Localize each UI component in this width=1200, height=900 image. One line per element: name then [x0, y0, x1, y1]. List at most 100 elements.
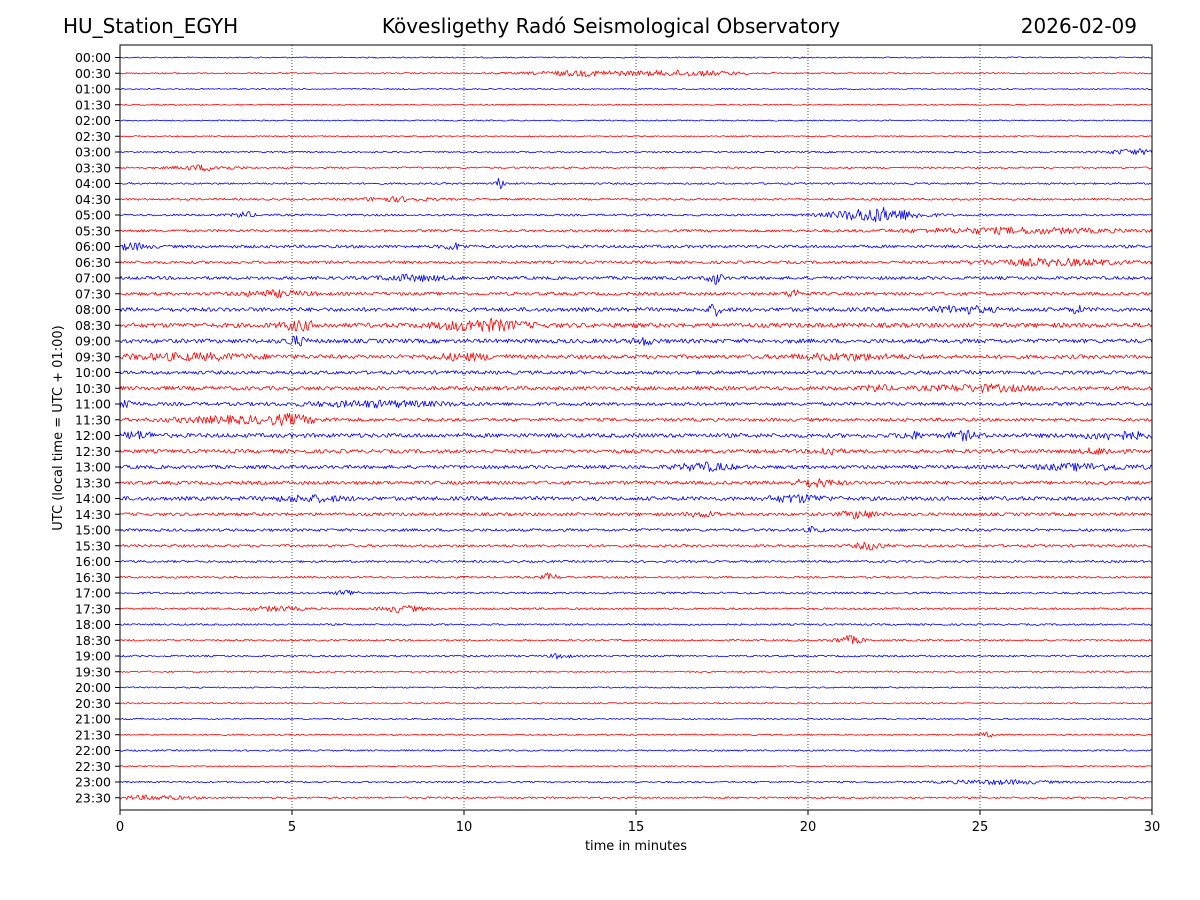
y-tick-label: 18:00	[75, 617, 111, 632]
y-tick-label: 01:30	[75, 97, 111, 112]
trace-1100	[119, 399, 1153, 410]
trace-0400	[119, 177, 1153, 190]
y-tick-label: 17:30	[75, 601, 111, 616]
trace-1930	[119, 670, 1153, 673]
y-tick-label: 07:30	[75, 286, 111, 301]
y-tick-label: 08:00	[75, 302, 111, 317]
x-axis-label: time in minutes	[585, 839, 687, 854]
y-tick-label: 00:30	[75, 66, 111, 81]
y-tick-label: 08:30	[75, 318, 111, 333]
trace-2030	[119, 702, 1153, 705]
y-tick-label: 02:30	[75, 129, 111, 144]
trace-2100	[119, 717, 1153, 721]
y-tick-label: 01:00	[75, 82, 111, 97]
y-tick-label: 14:00	[75, 491, 111, 506]
trace-0200	[119, 119, 1153, 122]
trace-0900	[119, 335, 1153, 347]
station-name: HU_Station_EGYH	[63, 14, 239, 38]
trace-0700	[119, 273, 1153, 285]
y-tick-label: 17:00	[75, 586, 111, 601]
trace-0730	[119, 289, 1153, 299]
trace-1730	[119, 604, 1153, 613]
y-tick-label: 16:00	[75, 554, 111, 569]
y-tick-label: 11:30	[75, 412, 111, 427]
y-tick-label: 13:00	[75, 460, 111, 475]
trace-1830	[119, 635, 1153, 645]
y-tick-label: 20:30	[75, 696, 111, 711]
trace-1530	[119, 541, 1153, 551]
trace-0030	[119, 69, 1153, 77]
y-tick-label: 15:30	[75, 538, 111, 553]
trace-1700	[119, 589, 1153, 596]
trace-1430	[119, 510, 1153, 520]
y-tick-label: 19:00	[75, 649, 111, 664]
trace-0430	[119, 195, 1153, 203]
trace-0530	[119, 226, 1153, 235]
y-tick-label: 04:30	[75, 192, 111, 207]
y-tick-label: 19:30	[75, 664, 111, 679]
y-tick-label: 00:00	[75, 50, 111, 65]
trace-1400	[119, 494, 1153, 504]
trace-1030	[119, 383, 1153, 393]
y-tick-label: 09:00	[75, 334, 111, 349]
y-tick-label: 12:30	[75, 444, 111, 459]
trace-0800	[119, 303, 1153, 317]
trace-2130	[119, 731, 1153, 738]
x-tick-label: 15	[628, 820, 645, 835]
y-tick-label: 21:00	[75, 712, 111, 727]
trace-0330	[119, 164, 1153, 172]
trace-0930	[119, 352, 1153, 362]
trace-0100	[119, 88, 1153, 90]
y-tick-label: 02:00	[75, 113, 111, 128]
grid-lines	[291, 45, 981, 810]
trace-1600	[119, 560, 1153, 563]
trace-2230	[119, 765, 1153, 768]
trace-1000	[119, 370, 1153, 375]
x-tick-label: 0	[116, 820, 124, 835]
y-tick-label: 13:30	[75, 475, 111, 490]
y-tick-label: 10:30	[75, 381, 111, 396]
y-tick-label: 14:30	[75, 507, 111, 522]
trace-1230	[119, 447, 1153, 456]
trace-2000	[119, 686, 1153, 689]
trace-1630	[119, 572, 1153, 580]
trace-1300	[119, 461, 1153, 472]
y-tick-label: 20:00	[75, 680, 111, 695]
trace-1800	[119, 623, 1153, 626]
x-tick-label: 25	[972, 820, 989, 835]
y-axis: 00:0000:3001:0001:3002:0002:3003:0003:30…	[75, 50, 120, 805]
y-tick-label: 16:30	[75, 570, 111, 585]
y-tick-label: 06:30	[75, 255, 111, 270]
trace-2300	[119, 779, 1153, 786]
trace-0630	[119, 257, 1153, 267]
trace-1130	[119, 413, 1153, 427]
trace-0830	[119, 317, 1153, 333]
seismic-traces	[119, 56, 1153, 801]
x-tick-label: 20	[800, 820, 817, 835]
trace-0000	[119, 56, 1153, 59]
trace-1900	[119, 653, 1153, 660]
y-tick-label: 11:00	[75, 397, 111, 412]
y-tick-label: 05:00	[75, 208, 111, 223]
y-tick-label: 21:30	[75, 727, 111, 742]
y-axis-label: UTC (local time = UTC + 01:00)	[51, 325, 66, 530]
x-axis: 0 5 10 15 20 25 30	[116, 810, 1160, 835]
y-tick-label: 22:00	[75, 743, 111, 758]
trace-1500	[119, 525, 1153, 533]
chart-date: 2026-02-09	[1020, 14, 1137, 38]
x-tick-label: 30	[1144, 820, 1161, 835]
trace-2330	[119, 794, 1153, 801]
y-tick-label: 10:00	[75, 365, 111, 380]
trace-0130	[119, 103, 1153, 106]
trace-0600	[119, 242, 1153, 251]
y-tick-label: 18:30	[75, 633, 111, 648]
y-tick-label: 05:30	[75, 223, 111, 238]
trace-2200	[119, 749, 1153, 752]
trace-0500	[119, 206, 1153, 223]
y-tick-label: 12:00	[75, 428, 111, 443]
chart-title: Kövesligethy Radó Seismological Observat…	[381, 14, 841, 38]
trace-0230	[119, 135, 1153, 138]
trace-0300	[119, 148, 1153, 156]
trace-1330	[119, 478, 1153, 488]
